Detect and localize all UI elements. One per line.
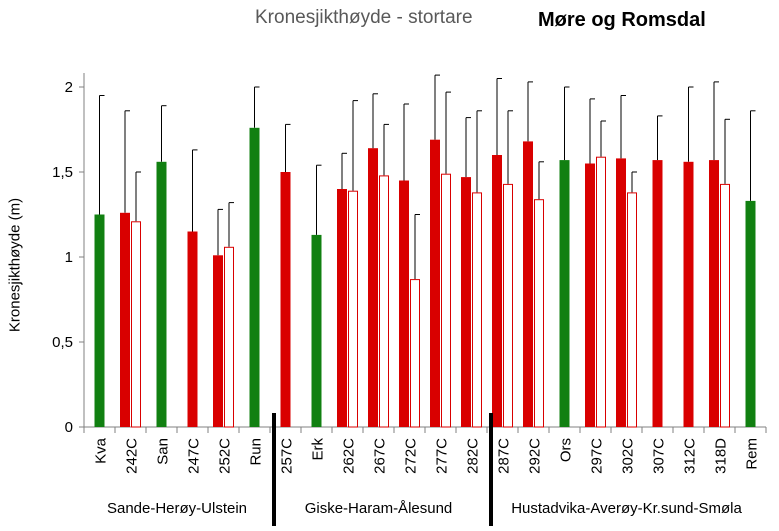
bar-run <box>249 127 260 428</box>
bar-292c <box>523 141 533 427</box>
bar-302c <box>616 158 626 427</box>
bar-257c <box>280 172 291 427</box>
bar-297c-hollow <box>596 156 606 428</box>
bar-302c-hollow <box>627 192 637 428</box>
x-tick-label: 318D <box>713 438 730 474</box>
y-tick-label: 1,5 <box>52 164 73 181</box>
x-tick-label: 307C <box>651 438 668 474</box>
x-tick-label: Run <box>248 438 265 466</box>
x-tick-label: Kva <box>93 437 110 464</box>
bar-247c <box>187 231 198 427</box>
bar-262c-hollow <box>348 190 358 428</box>
x-tick-label: Ors <box>558 438 575 462</box>
x-tick-label: 242C <box>124 438 141 474</box>
bar-307c <box>652 160 663 427</box>
bar-312c <box>683 161 694 428</box>
region-label: Møre og Romsdal <box>538 9 706 31</box>
group-label: Giske-Haram-Ålesund <box>305 500 453 517</box>
bar-277c <box>430 139 440 427</box>
x-tick-label: 262C <box>341 438 358 474</box>
x-tick-label: 297C <box>589 438 606 474</box>
bar-318d-hollow <box>720 183 730 428</box>
bar-318d <box>709 160 719 427</box>
bar-242c-hollow <box>131 221 141 428</box>
bar-erk <box>311 234 322 427</box>
bar-242c <box>120 212 130 427</box>
bar-297c <box>585 163 595 427</box>
group-label: Hustadvika-Averøy-Kr.sund-Smøla <box>511 500 742 517</box>
x-tick-label: 282C <box>465 438 482 474</box>
bar-ors <box>559 160 570 427</box>
bar-272c-hollow <box>410 279 420 428</box>
bar-rem <box>745 200 756 427</box>
x-tick-label: 267C <box>372 438 389 474</box>
x-tick-label: 287C <box>496 438 513 474</box>
bar-277c-hollow <box>441 173 451 428</box>
group-label: Sande-Herøy-Ulstein <box>107 500 247 517</box>
bar-san <box>156 161 167 428</box>
bar-287c <box>492 155 502 427</box>
x-tick-label: 312C <box>682 438 699 474</box>
x-tick-label: 292C <box>527 438 544 474</box>
x-tick-label: 277C <box>434 438 451 474</box>
bar-262c <box>337 189 347 427</box>
bar-252c <box>213 255 223 427</box>
x-tick-label: 247C <box>186 438 203 474</box>
y-tick-label: 1 <box>65 249 73 266</box>
bar-267c <box>368 148 378 427</box>
x-tick-label: Erk <box>310 438 327 461</box>
x-tick-label: San <box>155 438 172 465</box>
x-tick-label: 272C <box>403 438 420 474</box>
bar-282c-hollow <box>472 192 482 428</box>
bar-272c <box>399 180 409 427</box>
bar-kva <box>94 214 105 427</box>
y-tick-label: 2 <box>65 79 73 96</box>
bar-267c-hollow <box>379 175 389 428</box>
x-tick-label: Rem <box>744 438 761 470</box>
x-tick-label: 302C <box>620 438 637 474</box>
bar-287c-hollow <box>503 183 513 428</box>
y-tick-label: 0,5 <box>52 334 73 351</box>
x-tick-label: 257C <box>279 438 296 474</box>
bar-252c-hollow <box>224 246 234 428</box>
x-tick-label: 252C <box>217 438 234 474</box>
bar-282c <box>461 177 471 427</box>
y-axis-label: Kronesjikthøyde (m) <box>6 197 24 333</box>
chart-title: Kronesjikthøyde - stortare <box>255 7 473 28</box>
y-tick-label: 0 <box>65 419 73 436</box>
bar-292c-hollow <box>534 199 544 428</box>
